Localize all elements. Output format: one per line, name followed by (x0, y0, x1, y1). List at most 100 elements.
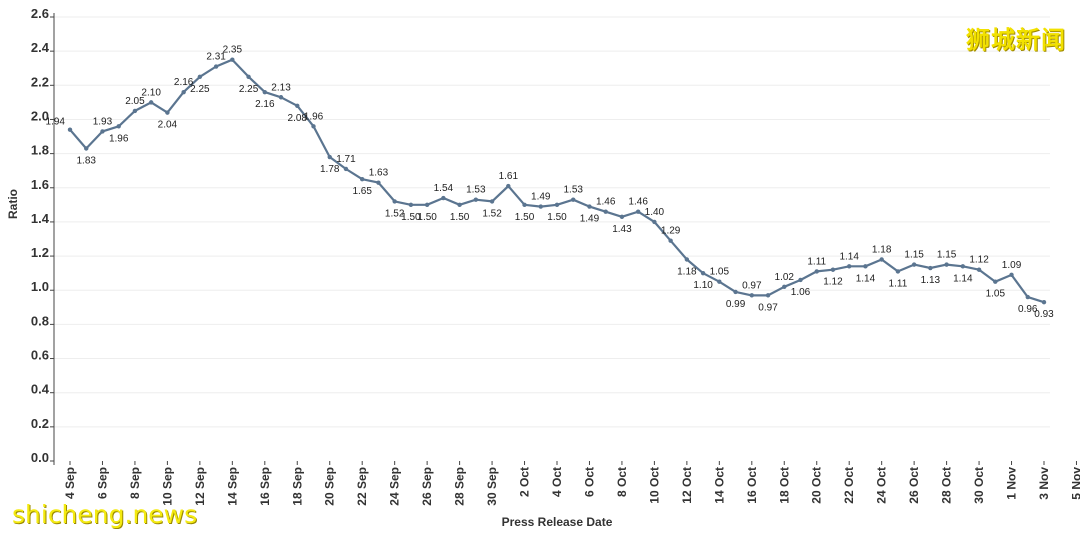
x-tick-label: 8 Sep (128, 467, 142, 499)
data-label: 1.96 (109, 133, 129, 144)
gridlines (54, 16, 1050, 428)
y-tick-label: 1.0 (31, 279, 49, 294)
data-point (603, 209, 608, 214)
x-tick-label: 4 Oct (550, 467, 564, 497)
x-tick-label: 1 Nov (1005, 467, 1019, 500)
data-point (960, 264, 966, 269)
data-point (343, 166, 349, 172)
data-point (457, 202, 462, 208)
x-tick-label: 24 Oct (875, 467, 889, 504)
data-label: 2.31 (206, 52, 226, 63)
data-label: 1.50 (401, 212, 421, 223)
y-tick-label: 0.8 (31, 313, 49, 328)
data-point (84, 146, 89, 151)
data-point (295, 103, 300, 109)
x-tick-label: 4 Sep (63, 467, 77, 499)
data-label: 1.78 (320, 164, 340, 175)
data-label: 1.02 (775, 272, 795, 283)
data-point (165, 110, 170, 115)
data-label: 1.63 (369, 168, 389, 179)
data-label: 2.08 (288, 113, 308, 124)
data-label: 1.12 (969, 255, 989, 266)
x-tick-label: 14 Sep (225, 467, 239, 506)
data-label: 0.99 (726, 299, 746, 310)
data-label: 1.43 (612, 224, 632, 235)
watermark-chinese: 狮城新闻 (966, 26, 1066, 54)
y-tick-label: 0.0 (31, 450, 49, 465)
data-label: 2.04 (158, 120, 178, 131)
data-point (749, 293, 754, 298)
data-label: 2.16 (174, 77, 194, 88)
data-point (230, 57, 235, 62)
data-point (116, 124, 121, 129)
data-label: 1.83 (76, 155, 96, 166)
data-label: 1.71 (336, 154, 356, 165)
y-axis: 0.0 0.2 0.4 0.6 0.8 1.0 1.2 1.4 1.6 1.8 2.0 2.2 2.4 2… (31, 6, 55, 465)
data-label: 1.15 (937, 250, 957, 261)
data-point (668, 238, 673, 243)
data-point (100, 129, 105, 134)
x-tick-label: 30 Sep (485, 467, 499, 506)
data-labels: 1.941.831.931.962.052.102.042.162.252.31… (46, 45, 1055, 320)
data-label: 1.54 (434, 183, 454, 194)
data-point (278, 95, 284, 100)
data-label: 0.93 (1034, 309, 1054, 320)
data-label: 1.18 (677, 266, 697, 277)
data-label: 1.52 (482, 208, 502, 219)
x-tick-label: 5 Nov (1069, 467, 1080, 500)
data-label: 1.46 (628, 197, 648, 208)
data-point (847, 264, 852, 269)
x-tick-label: 20 Oct (810, 467, 824, 504)
x-axis: 4 Sep 6 Sep 8 Sep 10 Sep 12 Sep 14 Sep 16 Sep 1… (63, 461, 1080, 506)
x-tick-label: 20 Sep (323, 467, 337, 506)
data-point (441, 195, 446, 201)
data-point (830, 267, 836, 272)
y-tick-label: 1.2 (31, 245, 49, 260)
data-point (1041, 299, 1047, 305)
data-label: 1.49 (580, 214, 600, 225)
x-tick-label: 6 Sep (95, 467, 109, 499)
data-label: 0.96 (1018, 304, 1038, 315)
x-axis-title: Press Release Date (502, 515, 613, 529)
data-point (863, 264, 868, 269)
x-tick-label: 6 Oct (582, 467, 596, 497)
data-point (911, 262, 917, 267)
x-tick-label: 26 Oct (907, 467, 921, 504)
data-point (798, 277, 803, 283)
data-point (765, 293, 771, 298)
data-label: 2.16 (255, 99, 275, 110)
data-point (993, 279, 998, 284)
data-label: 1.96 (304, 111, 324, 122)
data-point (1025, 294, 1030, 300)
data-point (311, 124, 316, 129)
data-label: 1.50 (547, 212, 567, 223)
data-label: 1.05 (986, 289, 1006, 300)
data-label: 1.05 (710, 267, 730, 278)
y-tick-label: 2.0 (31, 108, 49, 123)
data-point (489, 199, 495, 204)
data-label: 1.12 (823, 277, 843, 288)
data-label: 2.35 (223, 45, 243, 56)
data-label: 2.25 (239, 84, 259, 95)
data-label: 1.14 (839, 251, 859, 262)
x-tick-label: 30 Oct (972, 467, 986, 504)
data-point (197, 74, 203, 79)
data-point (700, 270, 706, 276)
y-tick-label: 1.8 (31, 143, 49, 158)
data-label: 2.05 (125, 96, 145, 107)
data-label: 1.93 (93, 116, 113, 127)
data-label: 1.65 (352, 186, 372, 197)
data-label: 1.52 (385, 208, 405, 219)
data-label: 1.94 (46, 117, 66, 128)
ratio-line (69, 58, 1045, 304)
data-point (587, 204, 592, 209)
data-label: 1.14 (856, 273, 876, 284)
data-point (1009, 272, 1014, 278)
data-point (684, 257, 690, 262)
data-point (132, 108, 138, 114)
x-tick-label: 16 Oct (745, 467, 759, 504)
data-label: 1.13 (921, 275, 941, 286)
y-axis-title: Ratio (6, 189, 20, 219)
data-point (408, 202, 414, 208)
